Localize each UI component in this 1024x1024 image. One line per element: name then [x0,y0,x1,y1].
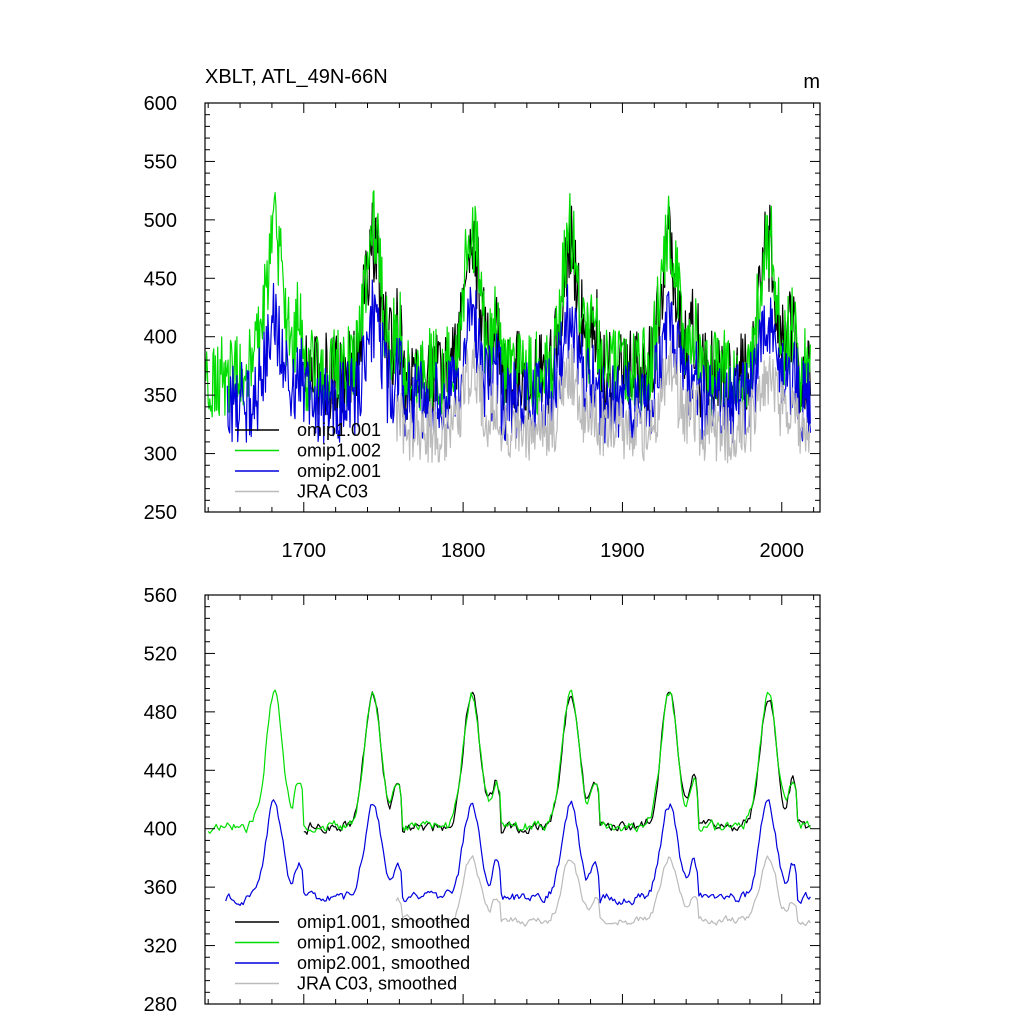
plot-frame [204,594,821,1005]
series-line-1 [303,691,811,835]
series-layer [204,190,811,464]
axes: 280 320 360 400 440 480 520 560 [144,585,820,1016]
series-line-4 [395,340,811,464]
top-chart-panel: XBLT, ATL_49N-66N m 250 300 350 400 450 500 55… [144,66,821,562]
x-tick-label: 1800 [441,540,486,562]
chart-title: XBLT, ATL_49N-66N [205,66,388,88]
x-tick-label: 2000 [760,540,805,562]
series-line-4 [395,855,811,927]
units-label: m [803,71,820,93]
legend-label: omip1.002 [297,441,381,461]
y-tick-label: 280 [144,994,177,1016]
legend-label: omip2.001 [297,461,381,481]
y-tick-label: 350 [144,385,177,407]
y-tick-label: 550 [144,151,177,173]
y-tick-label: 400 [144,327,177,349]
legend-label: omip2.001, smoothed [297,953,470,973]
y-tick-label: 360 [144,877,177,899]
axes: 250 300 350 400 450 500 550 600 1700 1800 1900 2000 [144,93,820,562]
legend-label: JRA C03, smoothed [297,974,457,994]
x-tick-label: 1700 [282,540,327,562]
y-tick-label: 520 [144,643,177,665]
y-tick-label: 450 [144,268,177,290]
y-tick-label: 600 [144,93,177,115]
y-tick-label: 500 [144,210,177,232]
series-line-2 [207,689,811,834]
y-tick-label: 400 [144,819,177,841]
series-layer [207,689,811,927]
y-tick-label: 440 [144,760,177,782]
legend-label: JRA C03 [297,482,368,502]
series-line-3 [225,799,811,907]
y-tick-label: 300 [144,444,177,466]
legend-label: omip1.001 [297,420,381,440]
legend-label: omip1.002, smoothed [297,933,470,953]
y-tick-label: 320 [144,936,177,958]
y-tick-label: 250 [144,502,177,524]
x-tick-label: 1900 [600,540,645,562]
bottom-chart-panel: 280 320 360 400 440 480 520 560 omip1.001, smoo… [144,585,821,1016]
y-tick-label: 560 [144,585,177,607]
plot-frame [204,102,821,513]
legend-label: omip1.001, smoothed [297,912,470,932]
y-tick-label: 480 [144,702,177,724]
